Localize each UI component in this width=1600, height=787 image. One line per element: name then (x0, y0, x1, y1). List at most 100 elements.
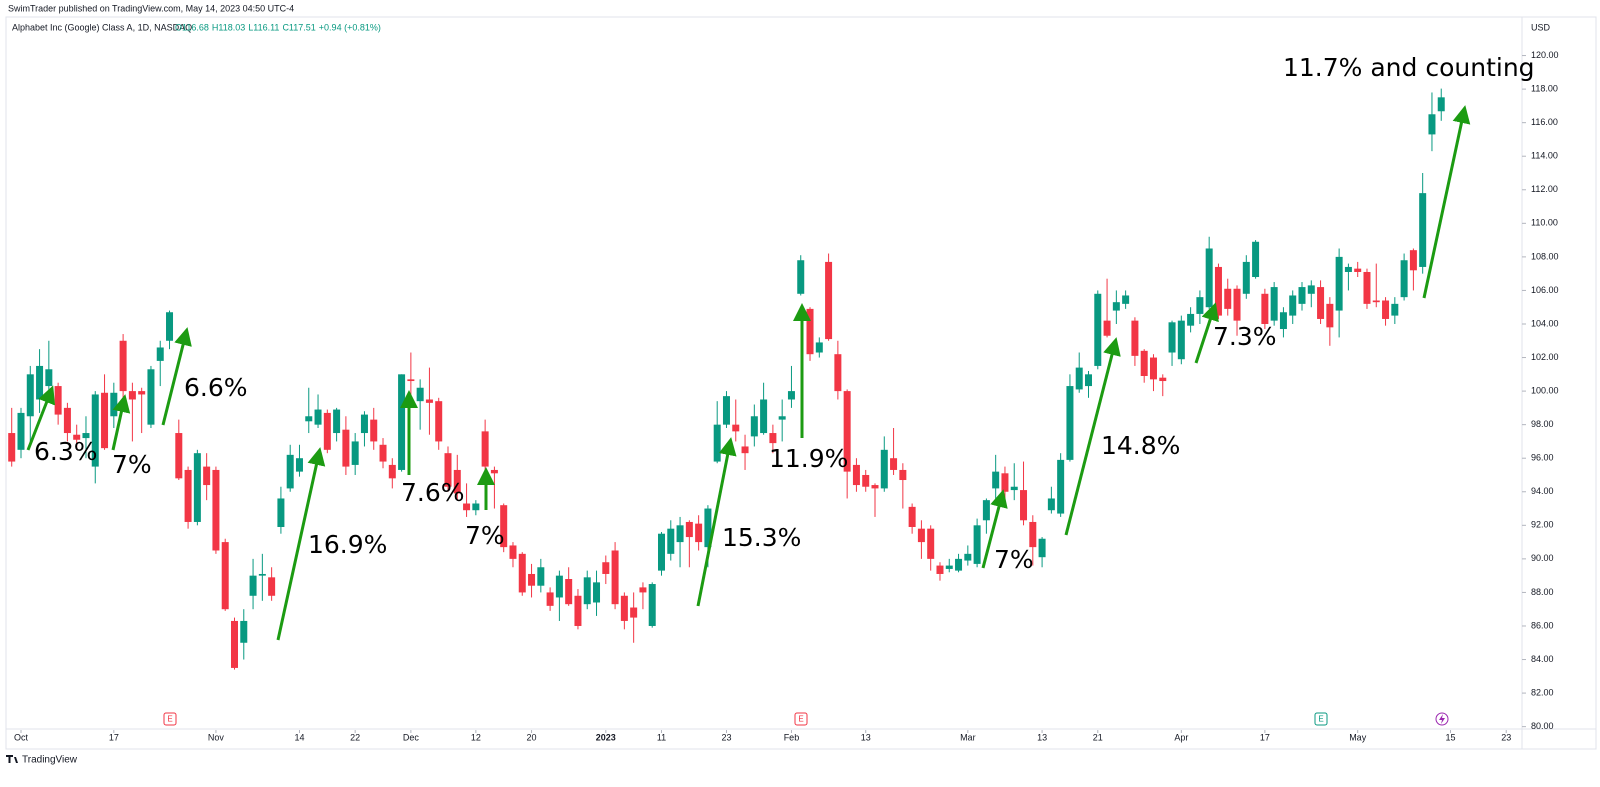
candle-body (1047, 498, 1055, 511)
candle-body (945, 565, 953, 569)
candle-body (834, 354, 842, 392)
candle-body (490, 469, 498, 474)
x-tick-label: 15 (1446, 732, 1456, 742)
annotation: 16.9% (308, 530, 387, 559)
candle-body (1344, 266, 1352, 272)
y-tick-label: 80.00 (1531, 721, 1554, 731)
candle-body (407, 379, 415, 382)
candle-body (91, 394, 99, 467)
candle-body (806, 308, 814, 355)
candle-body (268, 577, 276, 596)
x-tick-label: 13 (1037, 732, 1047, 742)
candle-body (147, 369, 155, 425)
candle-body (435, 401, 443, 442)
x-tick-label: 13 (861, 732, 871, 742)
candle-body (769, 433, 777, 444)
event-label: E (1318, 715, 1323, 724)
candle-body (620, 595, 628, 621)
candle-body (398, 374, 406, 470)
x-tick-label: May (1349, 732, 1367, 742)
candle-body (472, 503, 480, 511)
x-tick-label: 14 (294, 732, 304, 742)
candle-body (639, 587, 647, 593)
candle-body (574, 595, 582, 626)
y-tick-label: 108.00 (1531, 251, 1559, 261)
brand: TradingView (22, 755, 78, 766)
candle-body (1224, 288, 1232, 309)
candle-body (212, 469, 220, 551)
dividend-icon (1435, 712, 1449, 726)
candle-body (797, 260, 805, 294)
candle-body (26, 374, 34, 417)
arrow (161, 327, 192, 426)
candle-body (871, 485, 879, 489)
candle-body (760, 399, 768, 434)
y-tick-label: 118.00 (1531, 83, 1558, 93)
event-marker (794, 712, 808, 726)
candle-body (1437, 97, 1445, 112)
y-tick-label: 102.00 (1531, 352, 1559, 362)
y-tick-label: 90.00 (1531, 553, 1554, 563)
candle-body (73, 434, 81, 440)
candle-body (1140, 350, 1148, 376)
event-marker (163, 712, 177, 726)
candle-body (1354, 268, 1362, 272)
candle-body (955, 558, 963, 571)
candle-body (555, 575, 563, 598)
candle-body (1307, 285, 1315, 294)
candle-body (128, 391, 136, 400)
candle-body (1029, 521, 1037, 548)
candle-body (1010, 486, 1018, 491)
x-tick-label: 22 (350, 732, 360, 742)
arrow (111, 394, 131, 451)
candle-body (295, 458, 303, 472)
legend-value: O116.68 (175, 22, 209, 32)
annotation-arrows (26, 105, 1471, 641)
y-tick-label: 112.00 (1531, 184, 1558, 194)
candle-body (787, 391, 795, 400)
annotation: 7.6% (401, 478, 465, 507)
candle-body (593, 582, 601, 603)
candle-body (1187, 313, 1195, 326)
candle-body (815, 342, 823, 353)
candle-body (685, 521, 693, 538)
candle-body (184, 469, 192, 522)
candle-body (546, 592, 554, 606)
event-marker (1314, 712, 1328, 726)
x-tick-label: 17 (109, 732, 119, 742)
candle-body (203, 466, 211, 486)
annotation: 6.3% (34, 437, 98, 466)
footer-logo (6, 755, 18, 763)
currency: USD (1531, 22, 1551, 32)
x-tick-label: Nov (208, 732, 225, 742)
candle-body (1233, 288, 1241, 321)
candle-body (1372, 300, 1380, 303)
candle-body (1131, 320, 1139, 356)
x-tick-label: Apr (1174, 732, 1188, 742)
candle-body (286, 454, 294, 489)
candle-body (880, 449, 888, 489)
candle-body (1122, 295, 1130, 304)
candle-body (843, 391, 851, 472)
legend-value: L116.11 (248, 22, 279, 32)
candle-body (323, 412, 331, 450)
candle-body (314, 409, 322, 425)
candle-body (509, 545, 517, 559)
x-tick-label: Oct (14, 732, 29, 742)
event-label: E (167, 715, 172, 724)
annotation: 15.3% (722, 523, 801, 552)
y-tick-label: 116.00 (1531, 117, 1558, 127)
candle-body (453, 469, 461, 494)
arrow (1194, 302, 1219, 364)
candle-body (1326, 303, 1334, 328)
candle-body (973, 525, 981, 564)
y-tick-label: 92.00 (1531, 520, 1554, 530)
candle-body (17, 412, 25, 450)
annotation: 7% (465, 521, 505, 550)
y-tick-label: 100.00 (1531, 385, 1559, 395)
candle-body (908, 506, 916, 527)
candle-body (277, 498, 285, 527)
candle-body (1205, 248, 1213, 308)
